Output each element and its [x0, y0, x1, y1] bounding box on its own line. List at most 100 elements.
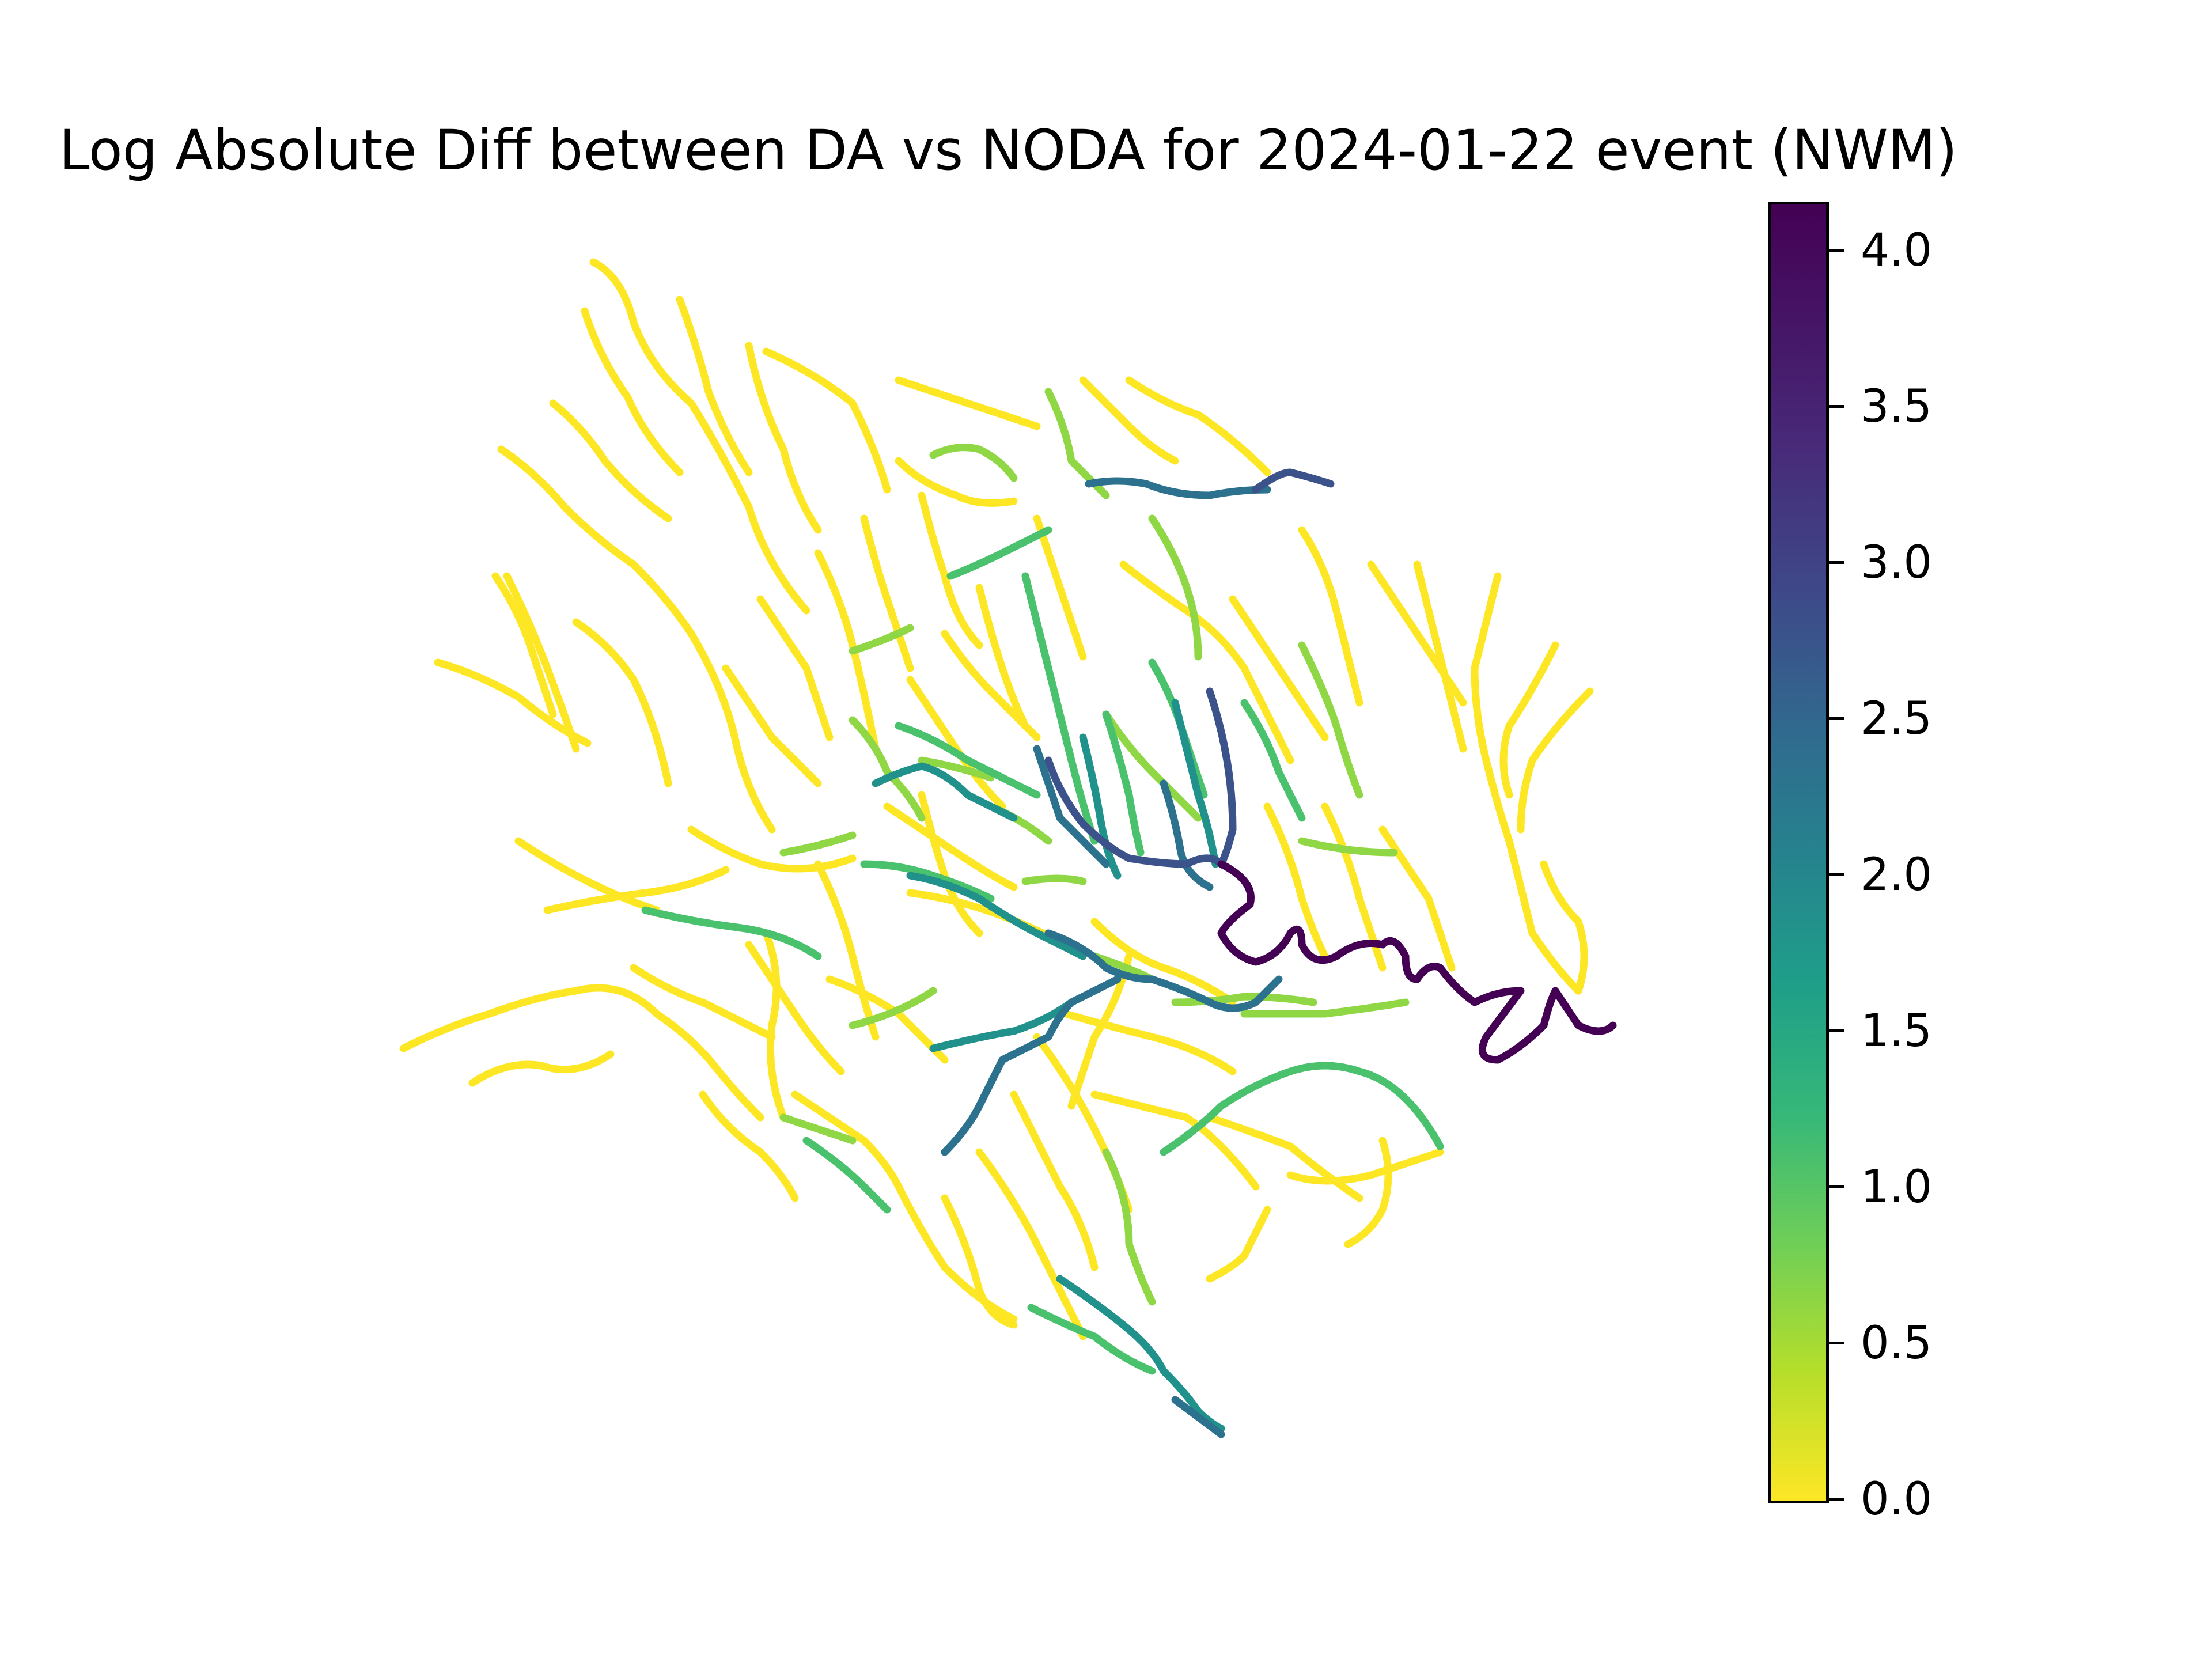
- colorbar-label: 0.5: [1861, 1317, 1933, 1369]
- river-segment: [825, 975, 949, 1064]
- colorbar-tick: [1829, 1498, 1844, 1501]
- river-segment: [1102, 1148, 1156, 1306]
- river-segment: [941, 1194, 1018, 1329]
- river-segment: [929, 444, 1018, 482]
- river-segment: [1079, 733, 1122, 880]
- river-segment: [779, 831, 857, 857]
- river-segment: [849, 624, 914, 655]
- river-segment: [1148, 514, 1202, 661]
- river-segment: [883, 802, 1018, 891]
- river-segment: [1044, 388, 1110, 499]
- river-segment: [1344, 1137, 1392, 1248]
- colorbar-label: 0.0: [1861, 1474, 1933, 1525]
- colorbar-tick: [1829, 717, 1844, 720]
- river-segment: [814, 549, 880, 753]
- river-segment: [895, 1183, 1018, 1323]
- map-title: Log Absolute Diff between DA vs NODA for…: [59, 118, 1957, 183]
- river-segment: [756, 595, 834, 741]
- colorbar-tick: [1829, 873, 1844, 876]
- colorbar-label: 3.0: [1861, 537, 1933, 589]
- colorbar: [1768, 202, 1829, 1503]
- river-segment: [1240, 699, 1306, 822]
- river-segment: [1044, 929, 1283, 1012]
- river-segment: [1298, 641, 1363, 799]
- high-diff-segments: [872, 699, 1225, 1433]
- river-segment: [860, 514, 914, 672]
- river-segment: [1471, 572, 1513, 845]
- river-segment: [434, 658, 592, 747]
- river-segment: [929, 998, 1075, 1052]
- river-segment: [1413, 560, 1467, 753]
- river-segment: [653, 1010, 764, 1122]
- river-segment: [1033, 745, 1110, 868]
- colorbar-tick: [1829, 561, 1844, 564]
- river-segment: [1517, 687, 1594, 834]
- higher-diff-segments: [941, 477, 1283, 1438]
- river-segment: [687, 630, 776, 834]
- river-segment: [1079, 376, 1179, 465]
- river-segment: [946, 526, 1052, 580]
- river-segment: [1160, 1062, 1444, 1156]
- river-segment: [543, 866, 730, 914]
- river-segment: [918, 791, 983, 937]
- river-segment: [762, 929, 787, 1122]
- river-segment: [895, 722, 1041, 799]
- river-segment: [814, 860, 880, 1041]
- colorbar-label: 4.0: [1861, 225, 1933, 276]
- river-segment: [1102, 710, 1145, 857]
- river-segment: [1171, 699, 1219, 868]
- river-segment: [1540, 860, 1588, 995]
- mid-low-diff-segments: [779, 388, 1410, 1306]
- river-segment: [802, 1137, 891, 1214]
- river-segment: [1206, 1206, 1271, 1283]
- river-segment: [1499, 641, 1559, 799]
- river-segment: [1505, 837, 1582, 995]
- river-segment: [1229, 595, 1329, 741]
- river-segment: [1217, 860, 1617, 1064]
- river-segment: [1027, 1304, 1156, 1375]
- colorbar-label: 2.5: [1861, 693, 1933, 745]
- colorbar-tick: [1829, 1342, 1844, 1344]
- river-segment: [399, 984, 661, 1052]
- river-segment: [860, 860, 995, 903]
- colorbar-label: 1.5: [1861, 1005, 1933, 1057]
- river-segment: [1171, 1396, 1225, 1438]
- river-network-map: [399, 258, 1617, 1438]
- river-segment: [641, 906, 822, 960]
- river-segment: [497, 445, 695, 638]
- river-segment: [1206, 687, 1237, 868]
- colorbar-tick: [1829, 249, 1844, 252]
- max-diff-main-stem: [1217, 860, 1617, 1064]
- river-segment: [1298, 837, 1398, 857]
- river-segment: [630, 964, 776, 1041]
- river-segment: [468, 1050, 615, 1087]
- river-segment: [1252, 468, 1335, 494]
- river-segment: [745, 342, 822, 534]
- river-segment: [941, 975, 1122, 1156]
- river-segment: [1062, 1010, 1237, 1075]
- colorbar-tick: [1829, 405, 1844, 408]
- river-segment: [581, 307, 684, 476]
- river-segment: [849, 716, 926, 822]
- river-segment: [1021, 572, 1099, 845]
- river-segment: [687, 825, 857, 873]
- river-segment: [1090, 1090, 1260, 1191]
- river-segment: [895, 457, 1018, 507]
- river-segment: [1240, 998, 1410, 1018]
- river-segment: [1090, 918, 1237, 1006]
- river-segment: [918, 756, 995, 782]
- river-segment: [676, 296, 753, 476]
- river-segment: [1298, 526, 1363, 707]
- river-segment: [1021, 874, 1087, 885]
- river-segment: [762, 347, 891, 494]
- river-segment: [699, 1090, 799, 1202]
- river-segment: [975, 1148, 1087, 1340]
- river-segment: [1160, 779, 1214, 891]
- river-segment: [572, 618, 672, 787]
- low-diff-tributaries: [399, 258, 1594, 1340]
- river-segment: [589, 258, 810, 615]
- river-segment: [895, 376, 1041, 430]
- river-segment: [849, 987, 937, 1029]
- river-segment: [491, 572, 557, 718]
